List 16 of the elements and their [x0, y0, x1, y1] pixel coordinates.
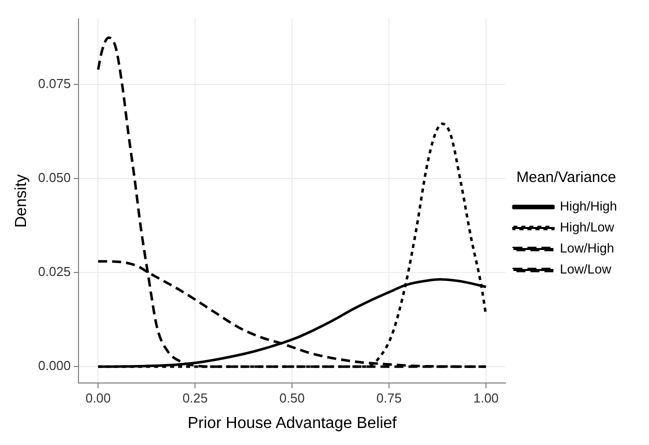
x-tick-label: 1.00 [473, 390, 499, 406]
x-tick-label: 0.00 [85, 390, 111, 406]
y-axis-title: Density [13, 174, 30, 228]
legend-label: Low/High [560, 240, 614, 256]
legend-title: Mean/Variance [516, 169, 616, 186]
x-tick-label: 0.75 [376, 390, 402, 406]
x-axis-title: Prior House Advantage Belief [188, 414, 398, 432]
y-tick-label: 0.075 [38, 76, 71, 92]
x-tick-label: 0.25 [182, 390, 208, 406]
legend-label: High/Low [560, 220, 615, 235]
y-tick-label: 0.025 [38, 264, 71, 280]
x-tick-label: 0.50 [279, 390, 305, 406]
legend-label: High/High [560, 198, 618, 214]
y-tick-label: 0.000 [38, 358, 71, 374]
y-tick-label: 0.050 [38, 170, 71, 186]
legend-label: Low/Low [560, 262, 612, 277]
